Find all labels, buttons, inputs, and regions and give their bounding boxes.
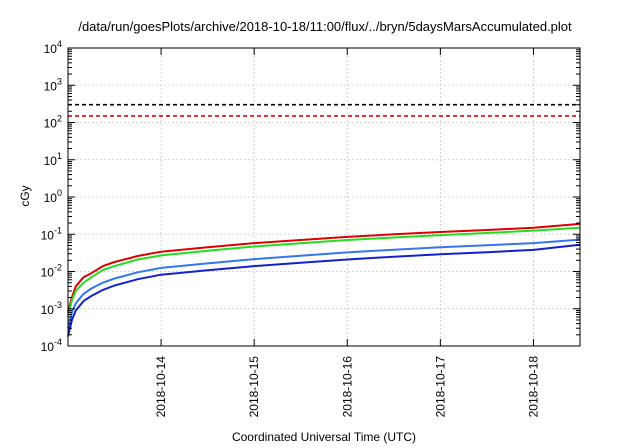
y-tick-label: 102 — [44, 114, 62, 131]
y-tick-label: 100 — [44, 188, 62, 205]
x-tick-label: 2018-10-15 — [247, 356, 261, 418]
series-line — [67, 238, 581, 329]
y-tick-label: 10-3 — [41, 300, 62, 317]
x-tick-label: 2018-10-17 — [433, 356, 447, 418]
series-line — [67, 243, 581, 337]
x-tick-label: 2018-10-18 — [526, 356, 540, 418]
chart-title: /data/run/goesPlots/archive/2018-10-18/1… — [78, 19, 572, 34]
y-tick-label: 101 — [44, 151, 62, 168]
y-tick-label: 10-2 — [41, 263, 62, 280]
y-tick-label: 104 — [44, 39, 62, 56]
reference-lines — [68, 103, 580, 117]
plot-frame — [67, 47, 581, 347]
axis-ticks: 10-4 10-3 10-2 10-1 100 101 102 103 104 2018-10-1… — [41, 39, 580, 417]
series-line — [67, 226, 581, 318]
series-lines — [67, 222, 581, 337]
y-tick-label: 103 — [44, 76, 62, 93]
series-line — [67, 222, 581, 313]
x-tick-label: 2018-10-16 — [340, 356, 354, 418]
grid-lines — [68, 48, 580, 346]
x-axis-label: Coordinated Universal Time (UTC) — [232, 430, 416, 444]
y-axis-label: cGy — [18, 185, 32, 206]
y-tick-label: 10-4 — [41, 337, 62, 354]
y-tick-label: 10-1 — [41, 225, 62, 242]
x-tick-label: 2018-10-14 — [154, 356, 168, 418]
